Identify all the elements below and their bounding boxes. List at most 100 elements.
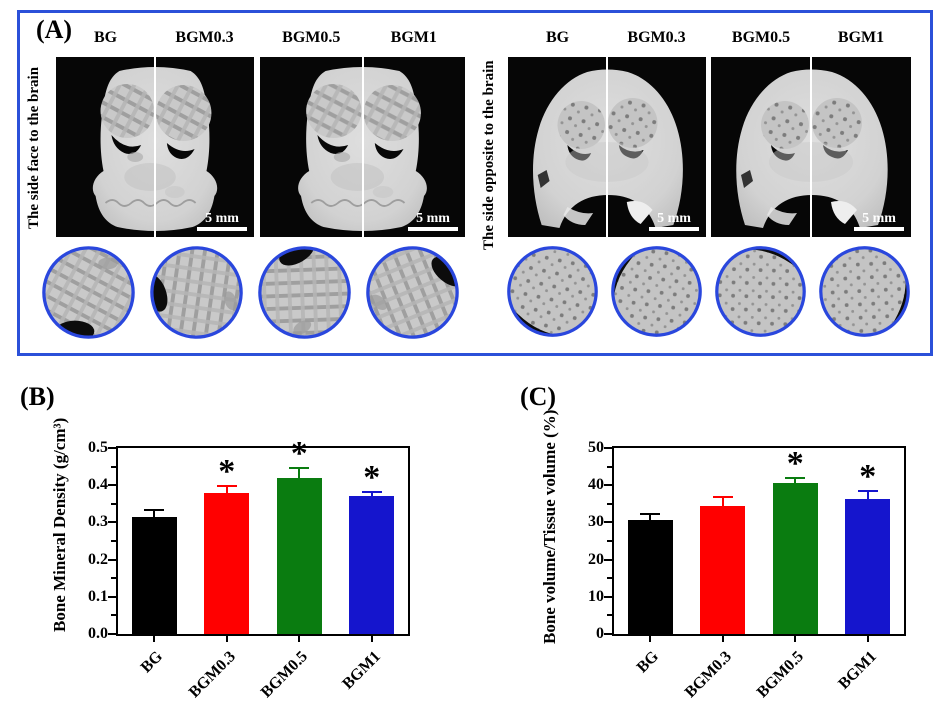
y-minor-tick-mark (607, 614, 612, 617)
y-tick-label: 0.4 (88, 476, 108, 494)
significance-asterisk-BGM1: * (363, 458, 381, 496)
error-bar-BG (649, 513, 652, 520)
image-divider-line (606, 57, 608, 237)
x-tick-mark (225, 636, 228, 642)
image-divider-line (810, 57, 812, 237)
side-face-label: The side face to the brain (26, 66, 42, 230)
x-tick-mark (794, 636, 797, 642)
scale-bar-line (854, 227, 904, 231)
defect-inset-row (40, 244, 461, 341)
bone-volume-tissue-volume-chart: (C) Bone volume/Tissue volume (%) * * 0 10… (512, 380, 948, 708)
x-tick-mark (298, 636, 301, 642)
defect-region-inset (256, 244, 353, 341)
y-minor-tick-mark (111, 614, 116, 617)
group-label-bgm1: BGM1 (390, 29, 437, 46)
group-label-bgm05: BGM0.5 (282, 29, 341, 46)
y-tick-mark (108, 521, 116, 524)
y-tick-mark (108, 447, 116, 449)
group-label-bg: BG (545, 29, 570, 46)
significance-asterisk-BGM1: * (859, 458, 877, 496)
y-minor-tick-mark (607, 540, 612, 542)
y-minor-tick-mark (111, 465, 116, 468)
error-bar-cap-BG (144, 509, 165, 512)
bar-BGM0.5 (772, 482, 818, 634)
x-category-label: BGM0.5 (754, 648, 808, 702)
y-minor-tick-mark (111, 502, 116, 505)
defect-region-inset (364, 244, 461, 341)
error-bar-BGM0.5 (794, 476, 797, 483)
scale-bar-label: 5 mm (657, 211, 691, 226)
panel-b-label: (B) (20, 382, 55, 411)
figure-page: { "figure": { "panel_a": { "label": "(A)… (16, 10, 948, 708)
bar-BG (131, 516, 177, 634)
x-category-label: BGM0.3 (681, 648, 735, 702)
x-category-label: BG (633, 648, 663, 677)
x-category-label: BGM0.3 (185, 648, 239, 702)
scale-bar-label: 5 mm (862, 211, 896, 226)
y-tick-label: 40 (588, 476, 604, 494)
error-bar-cap-BGM0.3 (216, 485, 237, 488)
group-label-bgm03: BGM0.3 (627, 29, 686, 46)
y-tick-label: 0 (596, 625, 604, 642)
x-category-label: BG (137, 648, 167, 677)
significance-asterisk-BGM0.5: * (290, 434, 308, 472)
error-bar-BGM0.3 (225, 485, 228, 493)
bar-BGM0.5 (276, 477, 322, 634)
y-tick-label: 20 (588, 550, 604, 568)
significance-asterisk-BGM0.5: * (786, 444, 804, 482)
bar-BG (627, 519, 673, 634)
bone-mineral-density-chart: (B) Bone Mineral Density (g/cm³) * * * 0.0… (16, 380, 466, 708)
scale-bar-line (197, 227, 247, 231)
error-bar-cap-BGM0.5 (289, 466, 310, 469)
panel-a-label: (A) (36, 15, 73, 44)
defect-region-inset (148, 244, 245, 341)
defect-region-inset (817, 244, 912, 339)
side-opposite-label: The side opposite to the brain (481, 60, 497, 250)
image-divider-line (361, 57, 364, 237)
y-tick-mark (604, 558, 612, 561)
y-minor-tick-mark (111, 577, 116, 580)
x-category-label: BGM1 (835, 648, 880, 693)
error-bar-BG (153, 509, 156, 517)
y-minor-tick-mark (607, 502, 612, 505)
x-tick-mark (721, 636, 724, 642)
defect-inset-row (505, 244, 912, 339)
group-label-bgm1: BGM1 (837, 29, 885, 46)
bvtv-plot-area: * * (612, 446, 906, 636)
significance-asterisk-BGM0.3: * (218, 453, 236, 491)
y-tick-mark (108, 484, 116, 487)
x-tick-mark (649, 636, 652, 642)
defect-region-inset (713, 244, 808, 339)
ct-image-panel: 5 mm (56, 57, 254, 237)
y-tick-mark (604, 521, 612, 524)
error-bar-BGM0.5 (298, 466, 301, 478)
bar-BGM1 (845, 498, 891, 634)
group-labels-row: BGM0.5 BGM1 (711, 29, 911, 47)
group-labels-row: BG BGM0.3 (508, 29, 706, 47)
scale-bar: 5 mm (408, 211, 458, 231)
ct-image-panel: 5 mm (711, 57, 911, 237)
error-bar-cap-BGM1 (361, 490, 382, 493)
bar-BGM0.3 (204, 492, 250, 634)
y-tick-mark (604, 484, 612, 487)
y-tick-label: 0.5 (88, 439, 108, 456)
y-tick-label: 0.2 (88, 550, 108, 568)
y-minor-tick-mark (607, 465, 612, 468)
panel-c-label: (C) (520, 382, 557, 411)
bar-BGM0.3 (700, 505, 746, 634)
x-category-label: BGM0.5 (258, 648, 312, 702)
y-tick-mark (108, 558, 116, 561)
error-bar-BGM0.3 (721, 496, 724, 506)
group-label-bgm05: BGM0.5 (731, 29, 791, 46)
y-tick-label: 0.1 (88, 587, 108, 605)
panel-a-box: (A) The side face to the brain BG BGM0.3… (17, 10, 933, 356)
ct-image-panel: 5 mm (508, 57, 706, 237)
bar-BGM1 (349, 496, 395, 634)
scale-bar-label: 5 mm (205, 211, 239, 226)
error-bar-cap-BG (640, 513, 661, 516)
y-tick-label: 0.3 (88, 513, 108, 531)
error-bar-cap-BGM0.5 (785, 476, 806, 479)
error-bar-BGM1 (370, 490, 373, 497)
y-tick-label: 0.0 (88, 625, 108, 642)
panel-a-group-opposite-side: The side opposite to the brain BG BGM0.3… (475, 13, 930, 353)
